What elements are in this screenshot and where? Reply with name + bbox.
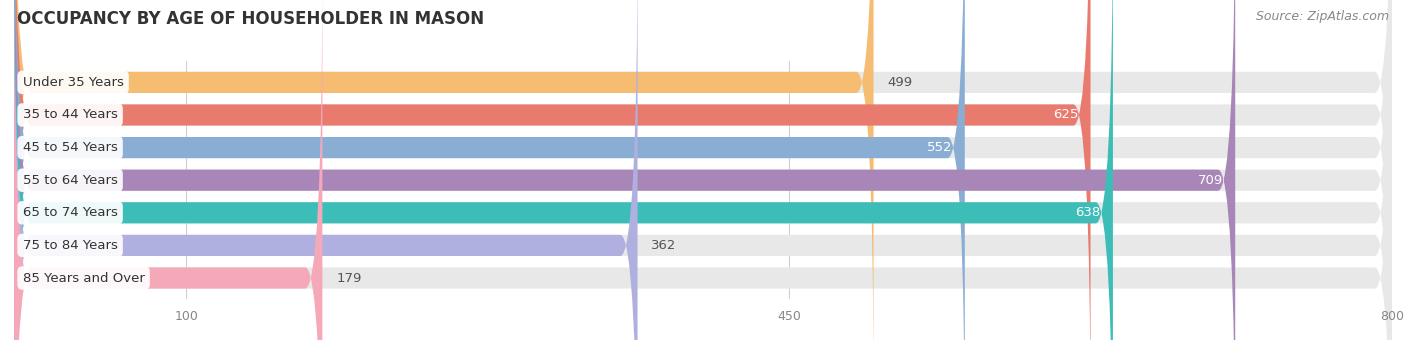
FancyBboxPatch shape <box>14 0 1392 340</box>
Text: 65 to 74 Years: 65 to 74 Years <box>22 206 118 219</box>
Text: 625: 625 <box>1053 108 1078 121</box>
FancyBboxPatch shape <box>14 0 1392 340</box>
FancyBboxPatch shape <box>14 0 873 340</box>
FancyBboxPatch shape <box>14 0 1091 340</box>
FancyBboxPatch shape <box>14 0 322 340</box>
Text: OCCUPANCY BY AGE OF HOUSEHOLDER IN MASON: OCCUPANCY BY AGE OF HOUSEHOLDER IN MASON <box>17 10 484 28</box>
Text: 362: 362 <box>651 239 676 252</box>
Text: 709: 709 <box>1198 174 1223 187</box>
Text: 85 Years and Over: 85 Years and Over <box>22 272 145 285</box>
Text: 552: 552 <box>927 141 953 154</box>
Text: 638: 638 <box>1076 206 1101 219</box>
FancyBboxPatch shape <box>14 0 1114 340</box>
FancyBboxPatch shape <box>14 0 965 340</box>
Text: 179: 179 <box>336 272 361 285</box>
FancyBboxPatch shape <box>14 0 1392 340</box>
FancyBboxPatch shape <box>14 0 1392 340</box>
FancyBboxPatch shape <box>14 0 1392 340</box>
Text: Source: ZipAtlas.com: Source: ZipAtlas.com <box>1256 10 1389 23</box>
Text: 45 to 54 Years: 45 to 54 Years <box>22 141 118 154</box>
Text: 75 to 84 Years: 75 to 84 Years <box>22 239 118 252</box>
Text: 55 to 64 Years: 55 to 64 Years <box>22 174 118 187</box>
Text: Under 35 Years: Under 35 Years <box>22 76 124 89</box>
Text: 35 to 44 Years: 35 to 44 Years <box>22 108 118 121</box>
FancyBboxPatch shape <box>14 0 1236 340</box>
FancyBboxPatch shape <box>14 0 1392 340</box>
FancyBboxPatch shape <box>14 0 1392 340</box>
Text: 499: 499 <box>887 76 912 89</box>
FancyBboxPatch shape <box>14 0 637 340</box>
